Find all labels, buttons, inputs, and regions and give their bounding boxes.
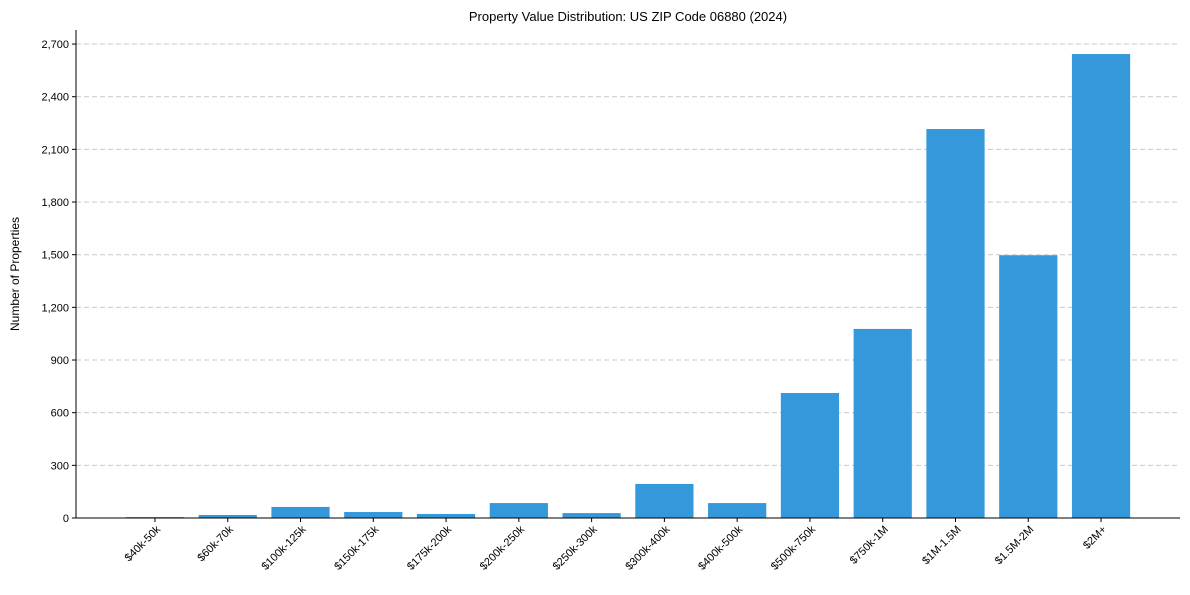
y-tick-label: 300	[51, 460, 69, 472]
y-tick-label: 2,700	[41, 39, 69, 51]
x-tick-label: $750k-1M	[848, 524, 891, 567]
bar	[999, 255, 1058, 518]
y-tick-label: 1,200	[41, 302, 69, 314]
x-tick-label: $1.5M-2M	[993, 524, 1037, 568]
x-tick-label: $400k-500k	[696, 523, 745, 572]
bar	[562, 513, 621, 518]
y-axis-label: Number of Properties	[8, 217, 22, 331]
y-tick-label: 2,100	[41, 144, 69, 156]
y-tick-label: 1,800	[41, 197, 69, 209]
x-tick-label: $250k-300k	[551, 523, 600, 572]
x-tick-label: $200k-250k	[478, 523, 527, 572]
x-tick-label: $40k-50k	[123, 523, 164, 564]
x-tick-label: $150k-175k	[332, 523, 381, 572]
x-tick-label: $1M-1.5M	[920, 524, 964, 568]
bar	[344, 512, 403, 518]
bar	[708, 503, 767, 518]
y-tick-label: 1,500	[41, 250, 69, 262]
y-tick-label: 600	[51, 408, 69, 420]
bar	[198, 515, 257, 518]
bar	[1071, 54, 1131, 518]
y-tick-label: 2,400	[41, 92, 69, 104]
bar	[853, 328, 912, 518]
y-tick-label: 0	[63, 513, 69, 525]
chart-title: Property Value Distribution: US ZIP Code…	[469, 9, 787, 24]
x-tick-label: $500k-750k	[769, 523, 818, 572]
x-tick-label: $175k-200k	[405, 523, 454, 572]
bar	[416, 513, 476, 518]
bar	[926, 129, 985, 518]
bar	[489, 503, 548, 518]
bar	[780, 393, 840, 518]
x-tick-label: $300k-400k	[623, 523, 672, 572]
x-tick-label: $100k-125k	[259, 523, 308, 572]
bar	[271, 506, 330, 518]
bar	[635, 483, 694, 518]
x-tick-label: $2M+	[1081, 524, 1109, 552]
x-tick-label: $60k-70k	[195, 523, 236, 564]
y-tick-label: 900	[51, 355, 69, 367]
